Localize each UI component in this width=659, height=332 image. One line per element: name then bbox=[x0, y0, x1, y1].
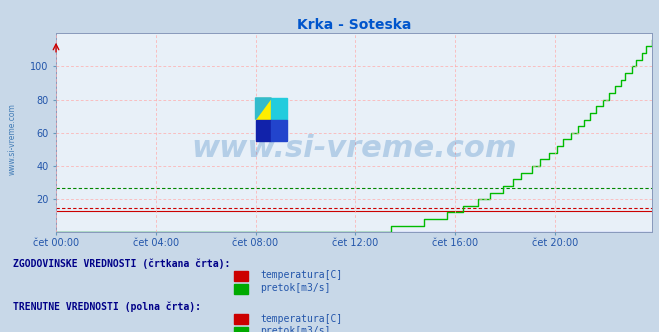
Bar bbox=[256, 98, 272, 120]
Text: temperatura[C]: temperatura[C] bbox=[260, 271, 343, 281]
Text: temperatura[C]: temperatura[C] bbox=[260, 314, 343, 324]
Bar bbox=[256, 120, 272, 141]
Polygon shape bbox=[256, 98, 272, 120]
Text: www.si-vreme.com: www.si-vreme.com bbox=[8, 104, 17, 175]
Title: Krka - Soteska: Krka - Soteska bbox=[297, 18, 411, 32]
Text: www.si-vreme.com: www.si-vreme.com bbox=[191, 134, 517, 163]
Bar bbox=[272, 120, 287, 141]
Bar bbox=[272, 98, 287, 120]
Text: TRENUTNE VREDNOSTI (polna črta):: TRENUTNE VREDNOSTI (polna črta): bbox=[13, 302, 201, 312]
Text: pretok[m3/s]: pretok[m3/s] bbox=[260, 283, 331, 293]
Text: ZGODOVINSKE VREDNOSTI (črtkana črta):: ZGODOVINSKE VREDNOSTI (črtkana črta): bbox=[13, 259, 231, 269]
Text: pretok[m3/s]: pretok[m3/s] bbox=[260, 326, 331, 332]
